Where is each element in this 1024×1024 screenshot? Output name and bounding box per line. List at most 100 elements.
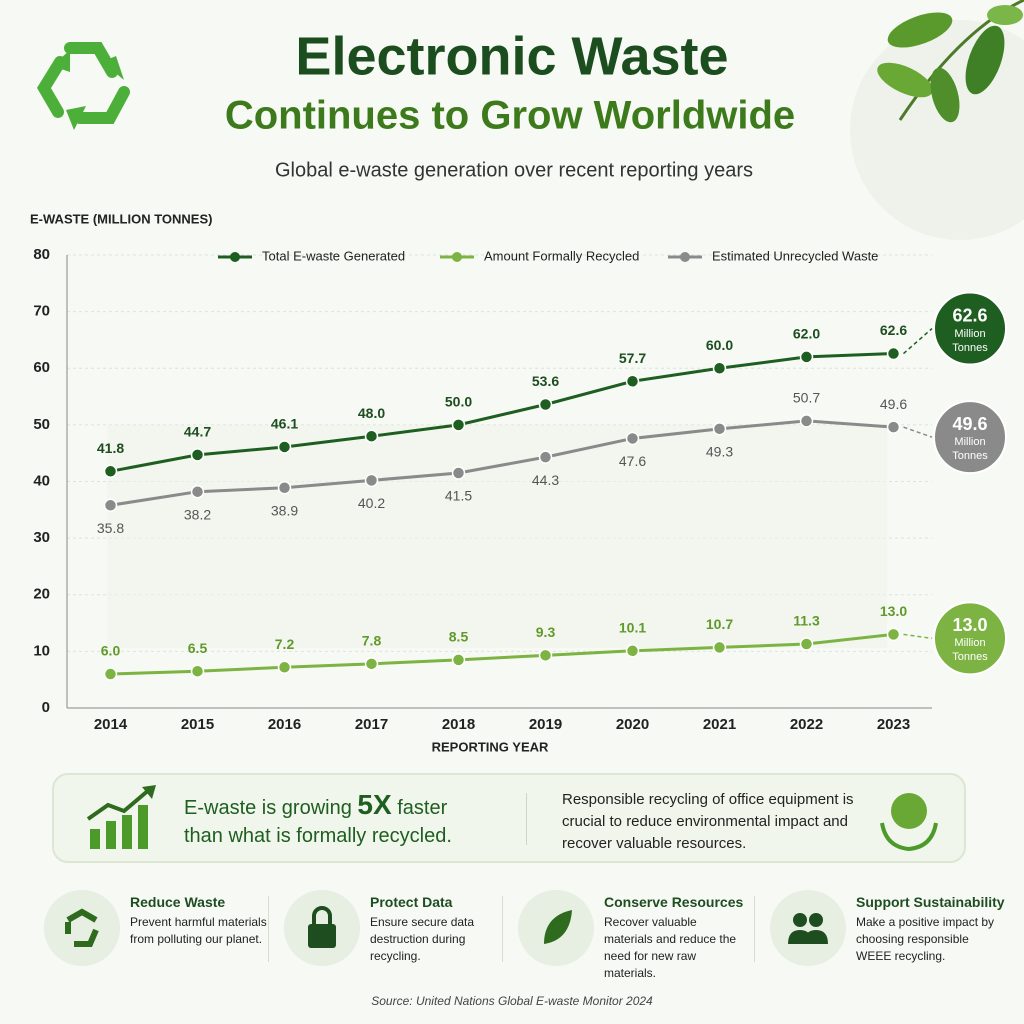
badge <box>933 400 1007 475</box>
x-tick-label: 2020 <box>616 716 649 733</box>
feature: Conserve Resources Recover valuable mater… <box>518 888 758 980</box>
legend-marker <box>452 252 462 262</box>
data-point <box>886 346 901 361</box>
value-label: 13.0 <box>880 603 907 619</box>
leaf <box>877 62 933 98</box>
data-point <box>451 418 466 432</box>
badge-value: 62.6 <box>952 305 987 325</box>
series-line <box>110 632 894 676</box>
growth-icon <box>86 785 156 849</box>
value-label: 38.9 <box>271 502 298 518</box>
title-line2: Continues to Grow Worldwide <box>225 94 795 138</box>
series-line <box>110 352 894 473</box>
value-label: 35.8 <box>97 520 124 536</box>
recycle-arrow <box>64 42 118 78</box>
data-point <box>103 667 118 681</box>
feature-title: Support Sustainability <box>856 894 1005 910</box>
feature-icon <box>788 930 828 944</box>
feature: Protect Data Ensure secure data destructi… <box>284 888 524 978</box>
badge-value: 49.6 <box>952 414 987 434</box>
data-point <box>451 466 466 480</box>
value-label: 44.7 <box>184 424 211 440</box>
data-point <box>712 640 727 655</box>
data-point <box>712 361 727 375</box>
data-point <box>277 660 292 674</box>
value-label: 6.5 <box>188 640 208 656</box>
x-tick-label: 2015 <box>181 716 214 733</box>
feature-divider <box>754 896 755 962</box>
feature-divider <box>268 896 269 962</box>
data-point <box>886 627 901 642</box>
callout-line1-end: faster <box>397 797 448 819</box>
x-tick-label: 2019 <box>529 716 562 733</box>
hands <box>880 822 938 852</box>
y-tick-label: 40 <box>33 472 50 489</box>
feature-icon-bg <box>518 890 594 966</box>
value-label: 62.6 <box>880 322 907 338</box>
value-label: 62.0 <box>793 326 820 342</box>
value-label: 10.1 <box>619 620 646 636</box>
badge-value: 13.0 <box>952 615 987 635</box>
feature-text: Make a positive impact by choosing respo… <box>856 915 995 963</box>
feature-icon <box>809 913 823 927</box>
y-tick-label: 60 <box>33 359 50 376</box>
source: Source: United Nations Global E-waste Mo… <box>371 994 653 1008</box>
value-label: 57.7 <box>619 350 646 366</box>
y-tick-label: 20 <box>33 586 50 603</box>
arrow-head <box>102 56 124 80</box>
feature-title: Reduce Waste <box>130 894 226 910</box>
feature-icon-svg <box>544 910 572 944</box>
leaves <box>850 0 1024 240</box>
x-tick-label: 2014 <box>94 716 128 733</box>
callout-line2: than what is formally recycled. <box>184 825 452 847</box>
feature-title: Conserve Resources <box>604 894 744 910</box>
y-tick-label: 0 <box>42 699 50 716</box>
value-label: 44.3 <box>532 472 559 488</box>
value-label: 49.3 <box>706 444 733 460</box>
x-tick-label: 2017 <box>355 716 388 733</box>
data-point <box>538 397 553 412</box>
callout: E-waste is growing 5X faster than what i… <box>52 773 966 863</box>
value-label: 50.7 <box>793 390 820 406</box>
icon-arrow-head <box>142 785 156 799</box>
feature-divider <box>502 896 503 962</box>
feature-icon-svg <box>788 913 828 944</box>
value-label: 9.3 <box>536 624 556 640</box>
value-label: 60.0 <box>706 337 733 353</box>
data-point <box>103 464 118 479</box>
legend-marker <box>230 252 240 262</box>
feature-icon <box>793 913 807 927</box>
y-tick-label: 50 <box>33 416 50 433</box>
value-label: 11.3 <box>793 613 820 629</box>
x-tick-label: 2022 <box>790 716 823 733</box>
badge <box>933 291 1007 366</box>
feature-icon-svg <box>308 906 336 948</box>
recycle-icon <box>37 42 130 130</box>
divider <box>526 793 527 845</box>
value-label: 49.6 <box>880 396 907 412</box>
data-point <box>364 657 379 671</box>
value-label: 41.5 <box>445 488 472 504</box>
value-label: 47.6 <box>619 453 646 469</box>
globe-icon <box>880 793 938 852</box>
badge <box>933 601 1007 676</box>
data-point <box>799 350 814 364</box>
x-axis-label: REPORTING YEAR <box>432 739 549 754</box>
data-point <box>364 473 379 488</box>
value-label: 53.6 <box>532 373 559 389</box>
data-point <box>625 374 640 389</box>
callout-line1: E-waste is growing <box>184 797 352 819</box>
recycle-arrow <box>37 56 66 118</box>
badge-arrow <box>903 327 933 355</box>
subtitle: Global e-waste generation over recent re… <box>275 159 753 181</box>
icon-bar <box>106 821 116 849</box>
data-point <box>190 484 205 499</box>
data-point <box>625 431 640 446</box>
y-axis-label: E-WASTE (MILLION TONNES) <box>30 211 212 226</box>
feature: Reduce Waste Prevent harmful materials fr… <box>44 888 284 978</box>
x-tick-label: 2023 <box>877 716 910 733</box>
series-line <box>110 419 894 507</box>
feature-icon-bg <box>284 890 360 966</box>
value-label: 8.5 <box>449 629 469 645</box>
